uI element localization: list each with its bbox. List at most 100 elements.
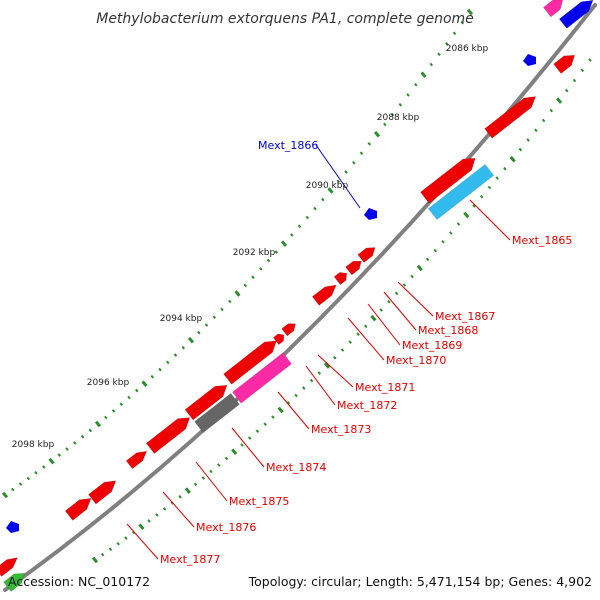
kbp-label: 2098 kbp	[12, 440, 55, 450]
gene-label: Mext_1866	[258, 139, 318, 152]
gene-arrow-shape	[553, 54, 576, 74]
kbp-label: 2090 kbp	[306, 181, 349, 191]
tick-mark	[390, 112, 395, 117]
gene-arrow-shape	[345, 260, 362, 276]
map-title: Methylobacterium extorquens PA1, complet…	[96, 11, 474, 27]
gene-arrow	[281, 323, 296, 337]
tick-mark	[406, 93, 410, 97]
tick-mark	[91, 556, 99, 564]
tick-mark	[104, 415, 108, 420]
gene-label: Mext_1869	[402, 339, 462, 352]
tick-mark	[162, 507, 167, 511]
gene-label: Mext_1874	[266, 461, 326, 474]
gene-arrow-blue	[523, 54, 536, 66]
label-leader-line	[383, 291, 417, 331]
gene-label: Mext_1867	[435, 310, 495, 323]
tick-marks	[1, 8, 592, 564]
gene-arrow-blue	[364, 208, 377, 220]
tick-mark	[100, 552, 105, 557]
tick-mark	[277, 406, 284, 414]
kbp-label: 2086 kbp	[446, 44, 489, 54]
label-leader-line	[231, 427, 265, 468]
gene-block-cyan	[427, 163, 495, 221]
gene-arrow-shape	[145, 417, 191, 454]
tick-mark	[429, 62, 434, 67]
tick-mark	[57, 453, 62, 457]
tick-mark	[240, 443, 244, 447]
tick-mark	[173, 353, 178, 357]
tick-mark	[302, 386, 306, 390]
tick-mark	[367, 142, 372, 146]
tick-mark	[197, 330, 201, 335]
gene-arrow	[312, 284, 337, 306]
tick-mark	[274, 250, 279, 254]
tick-mark	[321, 197, 325, 202]
tick-mark	[402, 283, 407, 287]
gene-arrow-shape	[281, 323, 296, 337]
tick-mark	[251, 275, 255, 279]
kbp-label: 2096 kbp	[87, 378, 130, 388]
tick-mark	[11, 487, 15, 492]
label-leader-line	[347, 317, 385, 361]
tick-mark	[344, 170, 348, 174]
tick-mark	[220, 307, 224, 312]
label-leader-line	[277, 391, 310, 430]
tick-mark	[294, 393, 298, 398]
tick-mark	[398, 103, 403, 107]
tick-mark	[387, 299, 391, 304]
tick-mark	[184, 487, 191, 494]
label-leader-line	[305, 365, 336, 406]
tick-mark	[266, 258, 271, 263]
tick-mark	[280, 240, 288, 247]
gene-arrow-blue-shape	[558, 0, 594, 29]
gene-label: Mext_1865	[512, 234, 572, 247]
tick-mark	[201, 476, 206, 480]
gene-label: Mext_1873	[311, 423, 371, 436]
tick-mark	[549, 108, 554, 113]
tick-mark	[356, 332, 360, 336]
tick-mark	[565, 88, 569, 93]
label-leader-line	[317, 354, 354, 388]
gene-block-gray	[194, 392, 240, 434]
gene-label: Mext_1876	[196, 521, 256, 534]
tick-mark	[138, 523, 145, 530]
gene-arrow-shape	[357, 247, 376, 263]
gene-arrow	[357, 247, 376, 263]
tick-mark	[420, 71, 427, 78]
tick-mark	[383, 122, 387, 127]
gene-arrow	[345, 260, 362, 276]
kbp-labels: 2086 kbp 2088 kbp 2090 kbp 2092 kbp 2094 kbp…	[12, 44, 489, 450]
tick-mark	[370, 314, 377, 322]
kbp-label: 2094 kbp	[160, 314, 203, 324]
tick-mark	[209, 469, 213, 474]
tick-mark	[394, 291, 399, 296]
tick-mark	[259, 267, 263, 271]
genome-backbone	[3, 3, 597, 592]
label-leader-line	[367, 303, 401, 346]
gene-block-gray-shape	[194, 392, 240, 434]
tick-mark	[217, 463, 221, 467]
tick-mark	[193, 482, 198, 487]
tick-mark	[449, 231, 453, 235]
tick-mark	[433, 248, 438, 253]
tick-mark	[255, 429, 260, 433]
tick-mark	[263, 422, 267, 426]
tick-mark	[147, 519, 151, 523]
tick-mark	[373, 130, 381, 138]
tick-mark	[452, 31, 457, 36]
tick-mark	[340, 348, 345, 352]
tick-mark	[48, 457, 55, 465]
tick-mark	[410, 274, 414, 279]
tick-mark	[509, 155, 516, 163]
tick-mark	[317, 371, 322, 375]
tick-mark	[1, 491, 9, 499]
tick-mark	[534, 128, 538, 133]
tick-mark	[518, 147, 523, 152]
tick-mark	[588, 58, 592, 62]
gene-arrow-magenta-shape	[543, 0, 564, 18]
tick-mark	[119, 402, 124, 407]
